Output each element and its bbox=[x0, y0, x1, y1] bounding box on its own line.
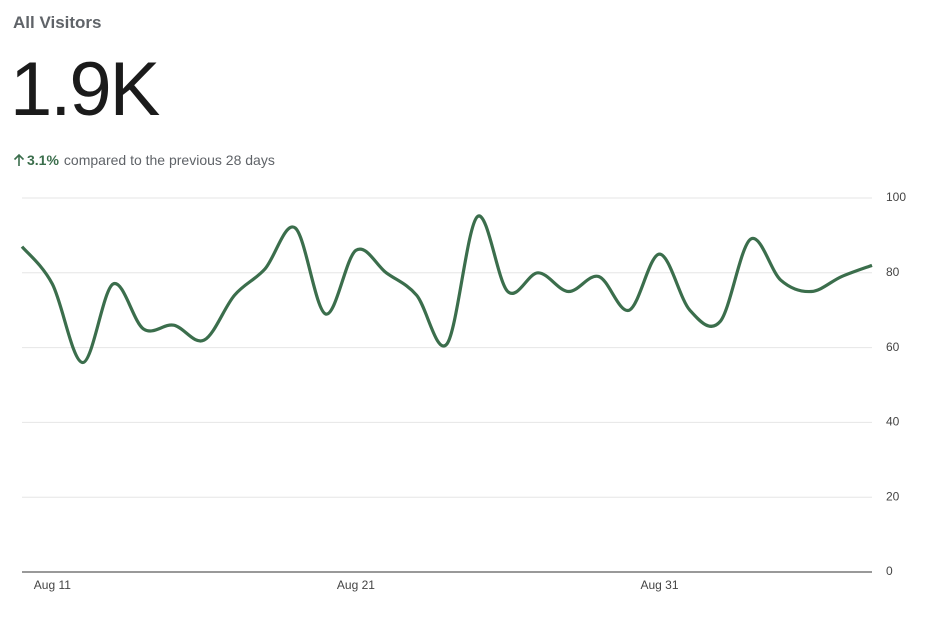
change-value: 3.1% bbox=[27, 152, 59, 168]
x-tick-label: Aug 21 bbox=[337, 578, 375, 592]
x-tick-label: Aug 11 bbox=[34, 578, 71, 592]
x-tick-label: Aug 31 bbox=[640, 578, 678, 592]
y-tick-label: 60 bbox=[886, 340, 900, 354]
line bbox=[20, 214, 873, 365]
up-arrow-icon bbox=[13, 153, 25, 166]
comparison: 3.1% compared to the previous 28 days bbox=[13, 152, 275, 168]
y-tick-label: 40 bbox=[886, 415, 900, 429]
y-tick-label: 0 bbox=[886, 564, 893, 578]
y-tick-label: 100 bbox=[886, 190, 906, 204]
y-tick-label: 80 bbox=[886, 265, 900, 279]
y-tick-label: 20 bbox=[886, 489, 900, 503]
change-text: compared to the previous 28 days bbox=[63, 152, 275, 168]
metric-value: 1.9K bbox=[10, 47, 160, 132]
card-title: All Visitors bbox=[13, 13, 102, 32]
